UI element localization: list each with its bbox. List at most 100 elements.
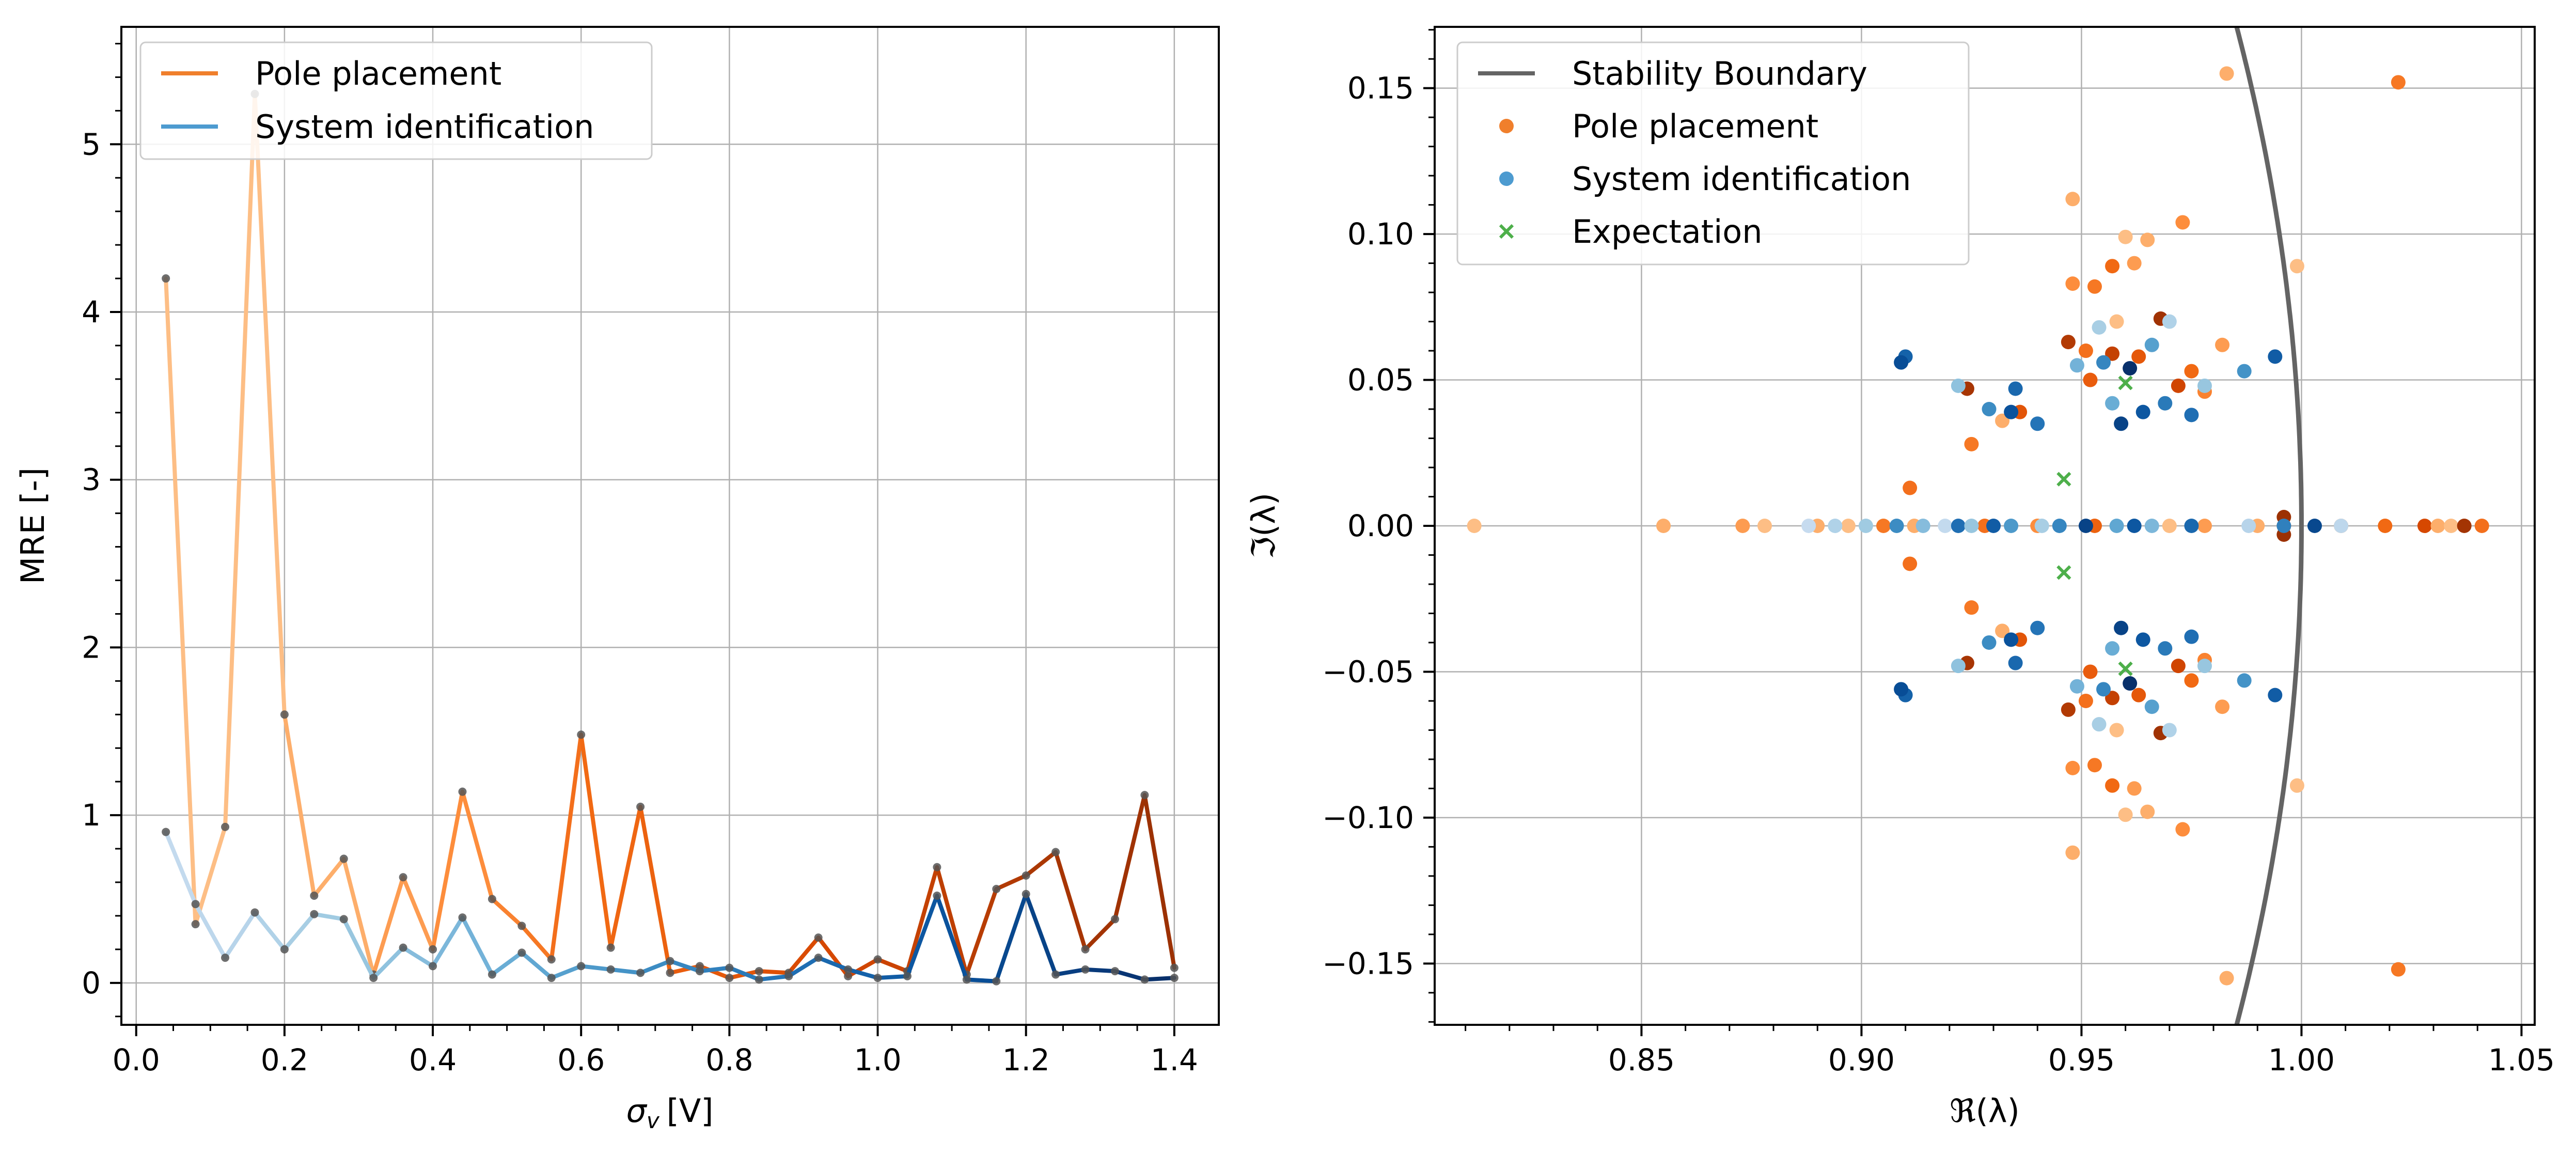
mre-data-point — [547, 974, 556, 982]
eigenvalue-point — [2268, 688, 2283, 703]
legend-point-swatch — [1499, 171, 1514, 186]
mre-data-point — [280, 710, 289, 719]
mre-line-segment — [727, 965, 761, 982]
mre-line-segment — [282, 712, 317, 898]
eigenvalue-point — [2105, 259, 2120, 274]
eigenvalue-y-tick-label: 0.05 — [1347, 363, 1414, 398]
mre-data-point — [844, 972, 853, 980]
eigenvalue-point — [2162, 519, 2177, 533]
mre-data-point — [191, 900, 200, 909]
mre-line-segment — [846, 967, 880, 980]
eigenvalue-point — [2144, 699, 2159, 714]
eigenvalue-point — [2109, 314, 2124, 329]
mre-data-point — [458, 787, 467, 796]
mre-data-point — [488, 895, 496, 903]
eigenvalue-point — [2114, 620, 2129, 635]
mre-line-segment — [608, 967, 643, 975]
mre-x-axis-label-unit: [V] — [667, 1092, 714, 1130]
mre-line-segment — [935, 893, 969, 982]
eigenvalue-point — [1656, 519, 1671, 533]
eigenvalue-y-tick-label: −0.10 — [1322, 800, 1414, 835]
mre-line-segment — [668, 959, 702, 974]
eigenvalue-x-tick-label: 0.85 — [1608, 1042, 1675, 1078]
eigenvalue-point — [2004, 632, 2019, 647]
mre-data-point — [577, 962, 586, 971]
eigenvalue-point — [2391, 75, 2406, 90]
eigenvalue-point — [2092, 717, 2107, 732]
mre-data-point — [221, 954, 230, 962]
mre-line-segment — [312, 856, 346, 898]
eigenvalue-point — [2105, 346, 2120, 361]
eigenvalue-point — [1995, 413, 2010, 428]
mre-line-segment — [253, 91, 287, 717]
eigenvalue-point — [2171, 378, 2186, 393]
mre-data-point — [310, 891, 319, 900]
mre-y-tick-label: 1 — [82, 798, 101, 833]
mre-legend-label: Pole placement — [255, 55, 501, 92]
eigenvalue-point — [1467, 519, 1482, 533]
eigenvalue-point — [2140, 804, 2155, 819]
eigenvalue-point — [2109, 519, 2124, 533]
eigenvalue-point — [2334, 519, 2349, 533]
eigenvalue-series-system-identification — [1801, 314, 2349, 738]
eigenvalue-point — [2087, 758, 2102, 773]
mre-line-segment — [608, 804, 643, 950]
mre-data-point — [488, 970, 496, 979]
mre-data-point — [666, 969, 674, 977]
eigenvalue-point — [2065, 760, 2080, 775]
mre-line-segment — [816, 935, 851, 978]
mre-y-tick-label: 0 — [82, 965, 101, 1001]
eigenvalue-point — [1915, 519, 1930, 533]
eigenvalue-point — [2417, 519, 2432, 533]
eigenvalue-point — [1951, 659, 1966, 674]
eigenvalue-point — [2184, 519, 2199, 533]
eigenvalue-point — [2078, 344, 2093, 358]
mre-line-segment — [787, 935, 821, 975]
eigenvalue-x-tick-label: 0.90 — [1828, 1042, 1895, 1078]
mre-data-point — [992, 977, 1001, 986]
mre-line-segment — [520, 950, 554, 980]
mre-data-point — [873, 974, 882, 982]
mre-line-segment — [697, 964, 732, 980]
eigenvalue-point — [2123, 676, 2138, 691]
mre-line-segment — [668, 964, 702, 975]
legend-point-swatch — [1499, 119, 1514, 133]
eigenvalue-point — [2241, 519, 2256, 533]
mre-x-tick-label: 0.6 — [557, 1042, 605, 1078]
mre-y-tick-label: 4 — [82, 294, 101, 330]
mre-line-segment — [1142, 976, 1176, 982]
mre-line-segment — [787, 956, 821, 978]
eigenvalue-point — [2008, 655, 2023, 670]
mre-line-segment — [431, 789, 465, 951]
eigenvalue-point — [2215, 337, 2230, 352]
mre-line-segment — [460, 789, 494, 901]
eigenvalue-point — [2197, 378, 2212, 393]
eigenvalue-point — [2034, 519, 2049, 533]
mre-legend: Pole placement System identification — [139, 41, 653, 160]
eigenvalue-point — [2105, 641, 2120, 656]
expectation-marker — [2118, 661, 2133, 676]
mre-data-point — [1140, 975, 1149, 984]
eigenvalue-point — [2083, 664, 2098, 679]
eigenvalue-point — [1894, 682, 1909, 697]
mre-data-point — [992, 884, 1001, 893]
eigenvalue-legend-label: System identification — [1572, 160, 1911, 198]
eigenvalue-y-tick-label: 0.00 — [1347, 508, 1414, 543]
eigenvalue-point — [2065, 192, 2080, 207]
eigenvalue-point — [1735, 519, 1750, 533]
mre-legend-label: System identification — [255, 108, 594, 146]
mre-data-point — [636, 969, 645, 977]
mre-line-segment — [935, 865, 969, 977]
eigenvalue-point — [2391, 962, 2406, 977]
eigenvalue-point — [2065, 276, 2080, 291]
eigenvalue-point — [2444, 519, 2459, 533]
mre-line-segment — [401, 875, 435, 951]
mre-line-segment — [460, 915, 494, 977]
mre-x-tick-label: 1.0 — [854, 1042, 901, 1078]
eigenvalue-point — [2004, 404, 2019, 419]
stability-boundary — [2234, 27, 2304, 1025]
mre-line-segment — [1083, 967, 1117, 974]
mre-data-point — [162, 828, 170, 836]
mre-x-tick-label: 0.8 — [705, 1042, 753, 1078]
mre-x-axis-label: σv [V] — [626, 1092, 714, 1133]
